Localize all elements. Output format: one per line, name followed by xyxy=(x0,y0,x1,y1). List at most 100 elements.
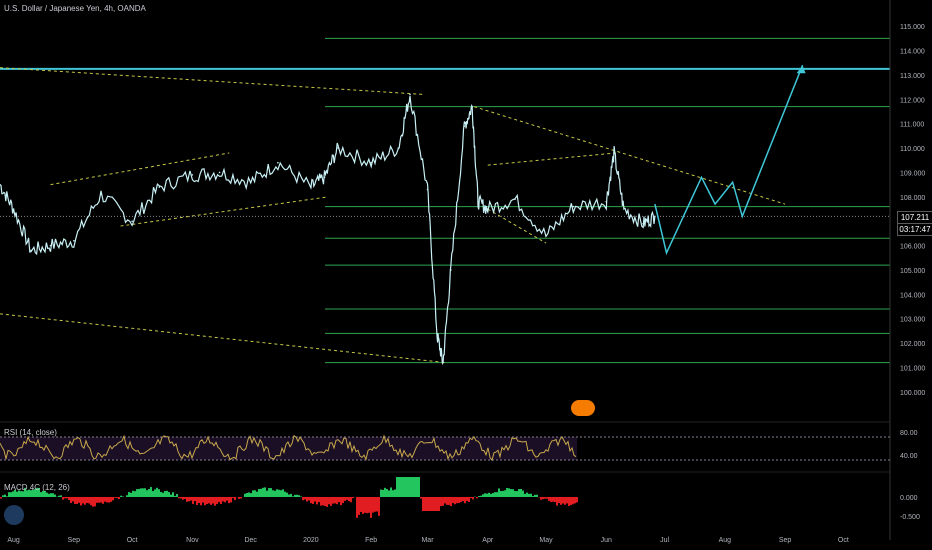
macd-bar xyxy=(16,491,18,497)
macd-bar xyxy=(402,477,404,497)
macd-bar xyxy=(200,497,202,506)
macd-bar xyxy=(164,490,166,497)
macd-bar xyxy=(108,497,110,503)
price-tick-label: 100.000 xyxy=(900,390,925,397)
price-tick-label: 115.000 xyxy=(900,24,925,31)
macd-bar xyxy=(96,497,98,503)
macd-bar xyxy=(230,497,232,503)
rsi-line xyxy=(0,434,577,462)
macd-bar xyxy=(174,495,176,497)
price-point xyxy=(436,334,439,337)
macd-bar xyxy=(494,492,496,497)
macd-bar xyxy=(332,497,334,504)
macd-bar xyxy=(284,491,286,497)
macd-tick-label: -0.500 xyxy=(900,514,920,521)
rsi-label: RSI (14, close) xyxy=(4,428,57,437)
macd-bar xyxy=(38,487,40,497)
price-tick-label: 112.000 xyxy=(900,97,925,104)
macd-bar xyxy=(268,488,270,497)
macd-bar xyxy=(548,497,550,501)
macd-bar xyxy=(310,497,312,504)
tradingview-logo-icon[interactable] xyxy=(4,505,24,525)
time-tick-label: Sep xyxy=(68,537,81,544)
price-point xyxy=(310,186,312,188)
macd-bar xyxy=(298,495,300,497)
macd-bar xyxy=(212,497,214,504)
macd-bar xyxy=(106,497,108,503)
macd-bar xyxy=(502,490,504,497)
trend-line xyxy=(487,208,547,244)
macd-bar xyxy=(540,497,542,500)
price-tick-label: 106.000 xyxy=(900,244,925,251)
macd-bar xyxy=(226,497,228,501)
macd-bar xyxy=(152,491,154,497)
price-tick-label: 103.000 xyxy=(900,317,925,324)
macd-bar xyxy=(114,497,116,498)
macd-bar xyxy=(132,490,134,497)
macd-bar xyxy=(292,496,294,497)
time-tick-label: Oct xyxy=(127,537,138,544)
macd-bar xyxy=(514,490,516,497)
event-marker-icon[interactable] xyxy=(571,400,595,416)
macd-bar xyxy=(404,477,406,497)
macd-bar xyxy=(414,477,416,497)
macd-bar xyxy=(40,492,42,497)
price-point xyxy=(622,208,625,210)
macd-bar xyxy=(4,494,6,497)
price-tick-label: 113.000 xyxy=(900,73,925,80)
price-tick-label: 114.000 xyxy=(900,49,925,56)
macd-bar xyxy=(142,488,144,497)
price-tick-label: 104.000 xyxy=(900,292,925,299)
macd-bar xyxy=(448,497,450,505)
macd-bar xyxy=(470,497,472,499)
macd-bar xyxy=(456,497,458,504)
macd-bar xyxy=(394,489,396,497)
macd-bar xyxy=(140,488,142,497)
macd-bar xyxy=(160,491,162,497)
price-point xyxy=(605,200,608,203)
macd-bar xyxy=(542,497,544,500)
time-tick-label: May xyxy=(539,537,553,544)
price-point xyxy=(0,183,1,186)
macd-bar xyxy=(210,497,212,505)
macd-bar xyxy=(290,493,292,497)
countdown-badge: 03:17:47 xyxy=(897,223,932,236)
price-point xyxy=(514,198,516,201)
macd-bar xyxy=(306,497,308,502)
macd-bar xyxy=(168,492,170,497)
time-tick-label: Aug xyxy=(7,537,20,544)
macd-bar xyxy=(28,489,30,497)
macd-bar xyxy=(342,497,344,504)
time-tick-label: Jun xyxy=(601,537,612,544)
macd-bar xyxy=(24,487,26,497)
macd-bar xyxy=(450,497,452,507)
price-point xyxy=(337,147,339,149)
macd-bar xyxy=(234,497,236,500)
rsi-panel: 80.00 40.00 xyxy=(0,421,918,462)
macd-bar xyxy=(528,493,530,497)
price-tick-label: 109.000 xyxy=(900,170,925,177)
price-point xyxy=(277,161,279,164)
macd-bar xyxy=(202,497,204,503)
macd-bar xyxy=(344,497,346,501)
rsi-band xyxy=(0,437,577,460)
macd-bar xyxy=(472,497,474,500)
macd-bar xyxy=(526,492,528,497)
price-point xyxy=(409,93,411,96)
macd-bar xyxy=(22,491,24,497)
macd-bar xyxy=(384,487,386,497)
horizontal-levels xyxy=(0,0,891,540)
macd-bar xyxy=(464,497,466,504)
macd-bar xyxy=(166,490,168,497)
time-tick-label: Apr xyxy=(482,537,494,544)
price-point xyxy=(249,181,252,183)
macd-bar xyxy=(294,494,296,497)
macd-bar xyxy=(570,497,572,506)
price-point xyxy=(12,208,15,210)
macd-bar xyxy=(478,495,480,497)
macd-bar xyxy=(388,490,390,497)
macd-bar xyxy=(326,497,328,507)
price-point xyxy=(100,193,102,196)
macd-bar xyxy=(320,497,322,506)
